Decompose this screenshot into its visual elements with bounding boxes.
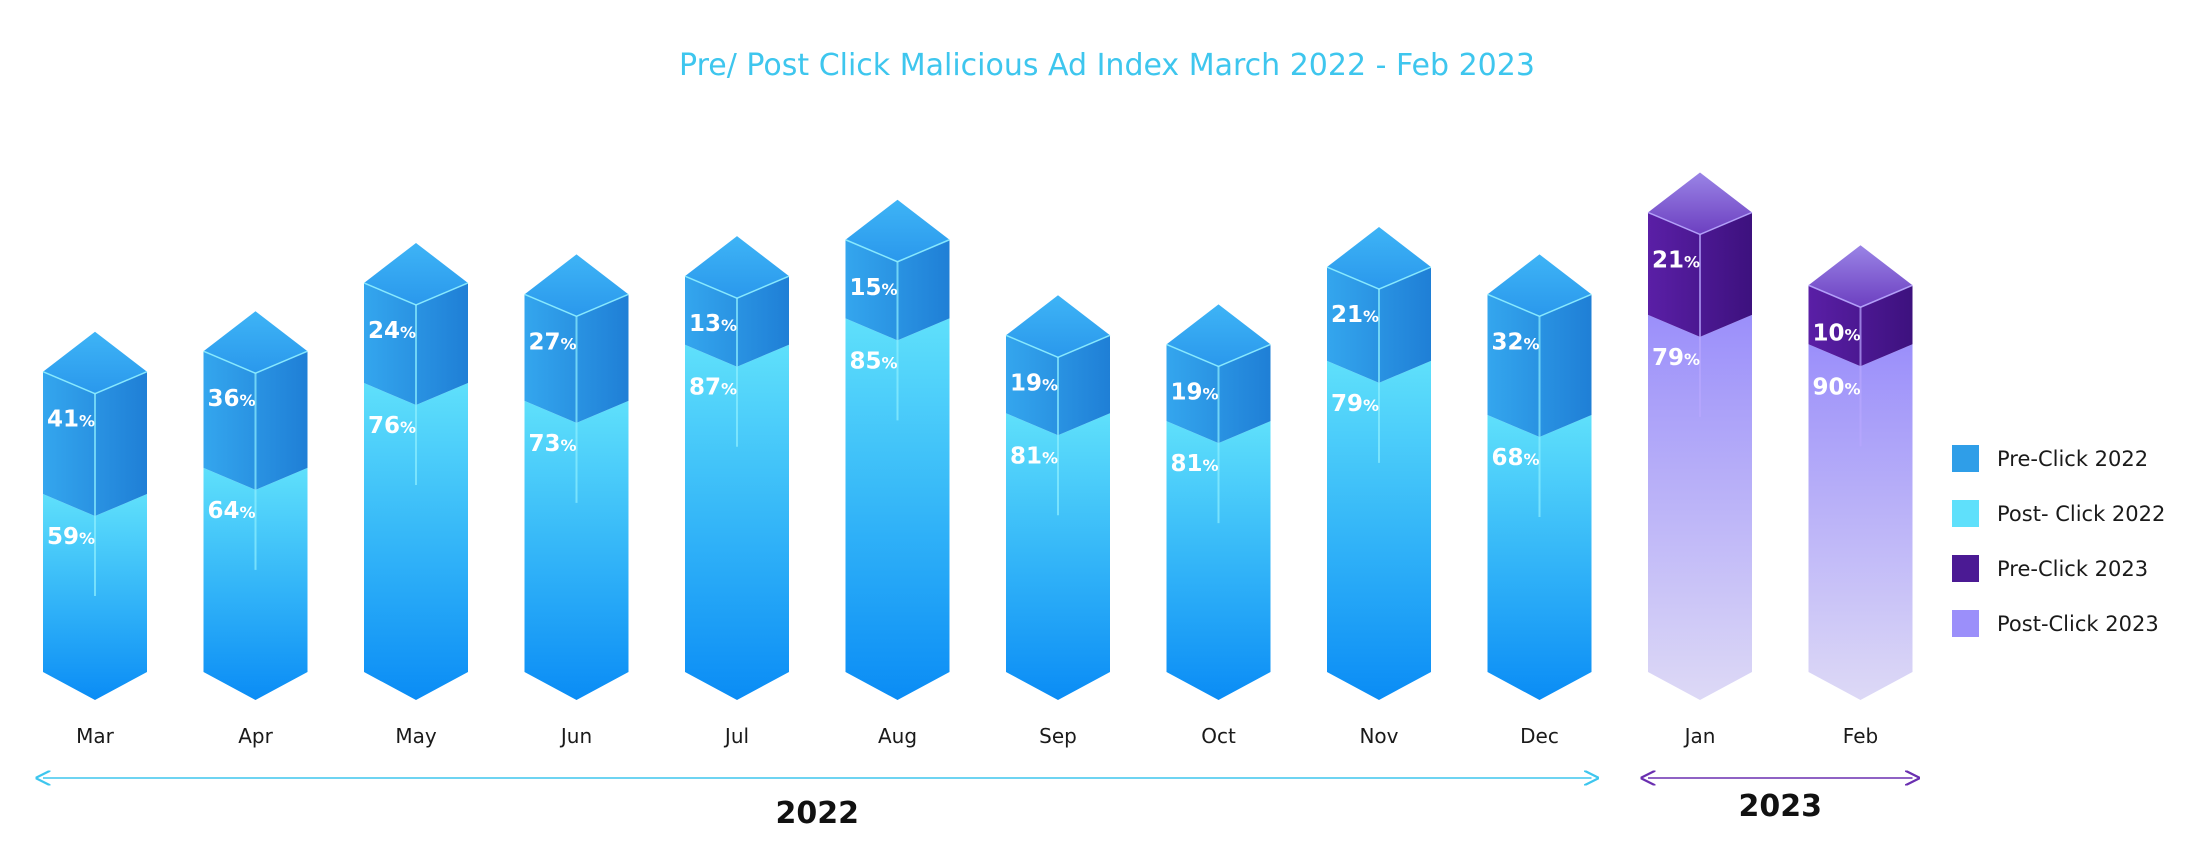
legend-label-0: Pre-Click 2022 xyxy=(1997,447,2148,471)
post-value-feb: 90% xyxy=(1813,374,1861,400)
pre-value-feb: 10% xyxy=(1813,320,1861,346)
pre-value-jul: 13% xyxy=(689,311,737,337)
bar-apr xyxy=(203,311,308,700)
post-segment-sep xyxy=(1006,413,1110,700)
bar-top-sep xyxy=(1006,295,1110,358)
month-label-dec: Dec xyxy=(1520,724,1559,748)
bar-nov xyxy=(1326,227,1432,700)
bar-top-feb xyxy=(1808,245,1913,308)
legend: Pre-Click 2022 Post- Click 2022 Pre-Click … xyxy=(1952,445,2165,637)
legend-label-2: Pre-Click 2023 xyxy=(1997,557,2148,581)
post-segment-mar xyxy=(43,494,147,700)
pre-value-mar: 41% xyxy=(47,407,95,433)
pre-value-apr: 36% xyxy=(208,386,256,412)
bar-top-oct xyxy=(1166,304,1271,367)
pre-value-dec: 32% xyxy=(1492,329,1540,355)
legend-label-3: Post-Click 2023 xyxy=(1997,612,2159,636)
bar-mar xyxy=(42,331,148,700)
pre-value-nov: 21% xyxy=(1331,302,1379,328)
bar-top-nov xyxy=(1327,227,1431,290)
month-label-jun: Jun xyxy=(559,724,592,748)
post-value-sep: 81% xyxy=(1010,443,1058,469)
pre-value-jun: 27% xyxy=(529,329,577,355)
year-2022-label: 2022 xyxy=(776,796,860,831)
year-2023-label: 2023 xyxy=(1739,789,1823,824)
post-segment-aug xyxy=(845,318,950,700)
post-segment-oct xyxy=(1166,421,1271,700)
post-segment-jul xyxy=(685,344,789,700)
pre-value-may: 24% xyxy=(368,318,416,344)
pre-value-aug: 15% xyxy=(850,275,898,301)
month-label-aug: Aug xyxy=(878,724,917,748)
legend-label-1: Post- Click 2022 xyxy=(1997,502,2165,526)
bar-feb xyxy=(1808,245,1913,700)
month-label-may: May xyxy=(395,724,437,748)
bar-top-jul xyxy=(685,236,789,299)
post-segment-jan xyxy=(1648,314,1752,700)
pre-value-oct: 19% xyxy=(1171,379,1219,405)
post-value-apr: 64% xyxy=(208,498,256,524)
bar-top-aug xyxy=(845,199,950,262)
legend-swatch-2 xyxy=(1952,555,1979,582)
pre-value-sep: 19% xyxy=(1010,370,1058,396)
bar-top-dec xyxy=(1487,254,1592,317)
post-value-aug: 85% xyxy=(850,348,898,374)
post-segment-feb xyxy=(1808,344,1913,700)
bar-oct xyxy=(1166,304,1271,700)
post-value-mar: 59% xyxy=(47,524,95,550)
post-value-jul: 87% xyxy=(689,375,737,401)
post-value-oct: 81% xyxy=(1171,451,1219,477)
month-label-nov: Nov xyxy=(1359,724,1398,748)
post-segment-jun xyxy=(524,400,629,700)
post-segment-dec xyxy=(1487,414,1592,700)
month-label-jul: Jul xyxy=(723,724,749,748)
year-groups: 2022 2023 xyxy=(43,778,1913,831)
post-segment-nov xyxy=(1327,360,1431,700)
bar-sep xyxy=(1005,295,1111,700)
bar-may xyxy=(363,242,469,700)
post-value-nov: 79% xyxy=(1331,391,1379,417)
legend-swatch-3 xyxy=(1952,610,1979,637)
month-label-apr: Apr xyxy=(238,724,273,748)
bar-aug xyxy=(845,199,950,700)
pre-value-jan: 21% xyxy=(1652,247,1700,273)
bar-top-mar xyxy=(43,331,147,394)
post-segment-apr xyxy=(203,467,308,700)
bar-jan xyxy=(1647,172,1753,700)
month-label-feb: Feb xyxy=(1843,724,1878,748)
post-value-jan: 79% xyxy=(1652,345,1700,371)
post-value-jun: 73% xyxy=(529,431,577,457)
post-segment-may xyxy=(364,382,468,700)
month-label-oct: Oct xyxy=(1201,724,1236,748)
legend-swatch-1 xyxy=(1952,500,1979,527)
post-value-may: 76% xyxy=(368,413,416,439)
bar-top-apr xyxy=(203,311,308,374)
post-value-dec: 68% xyxy=(1492,445,1540,471)
bar-top-jun xyxy=(524,254,629,317)
month-label-jan: Jan xyxy=(1683,724,1716,748)
month-label-sep: Sep xyxy=(1039,724,1077,748)
bar-jun xyxy=(524,254,629,700)
legend-swatch-0 xyxy=(1952,445,1979,472)
bar-jul xyxy=(684,236,790,700)
bars-layer: 41% 59% Mar 36% 64% Apr 24% 76% May 27% 73% Jun 13% 8… xyxy=(42,172,1913,748)
chart-title: Pre/ Post Click Malicious Ad Index March… xyxy=(679,48,1535,83)
bar-dec xyxy=(1487,254,1592,700)
bar-top-may xyxy=(364,242,468,305)
bar-top-jan xyxy=(1648,172,1752,235)
month-label-mar: Mar xyxy=(76,724,115,748)
